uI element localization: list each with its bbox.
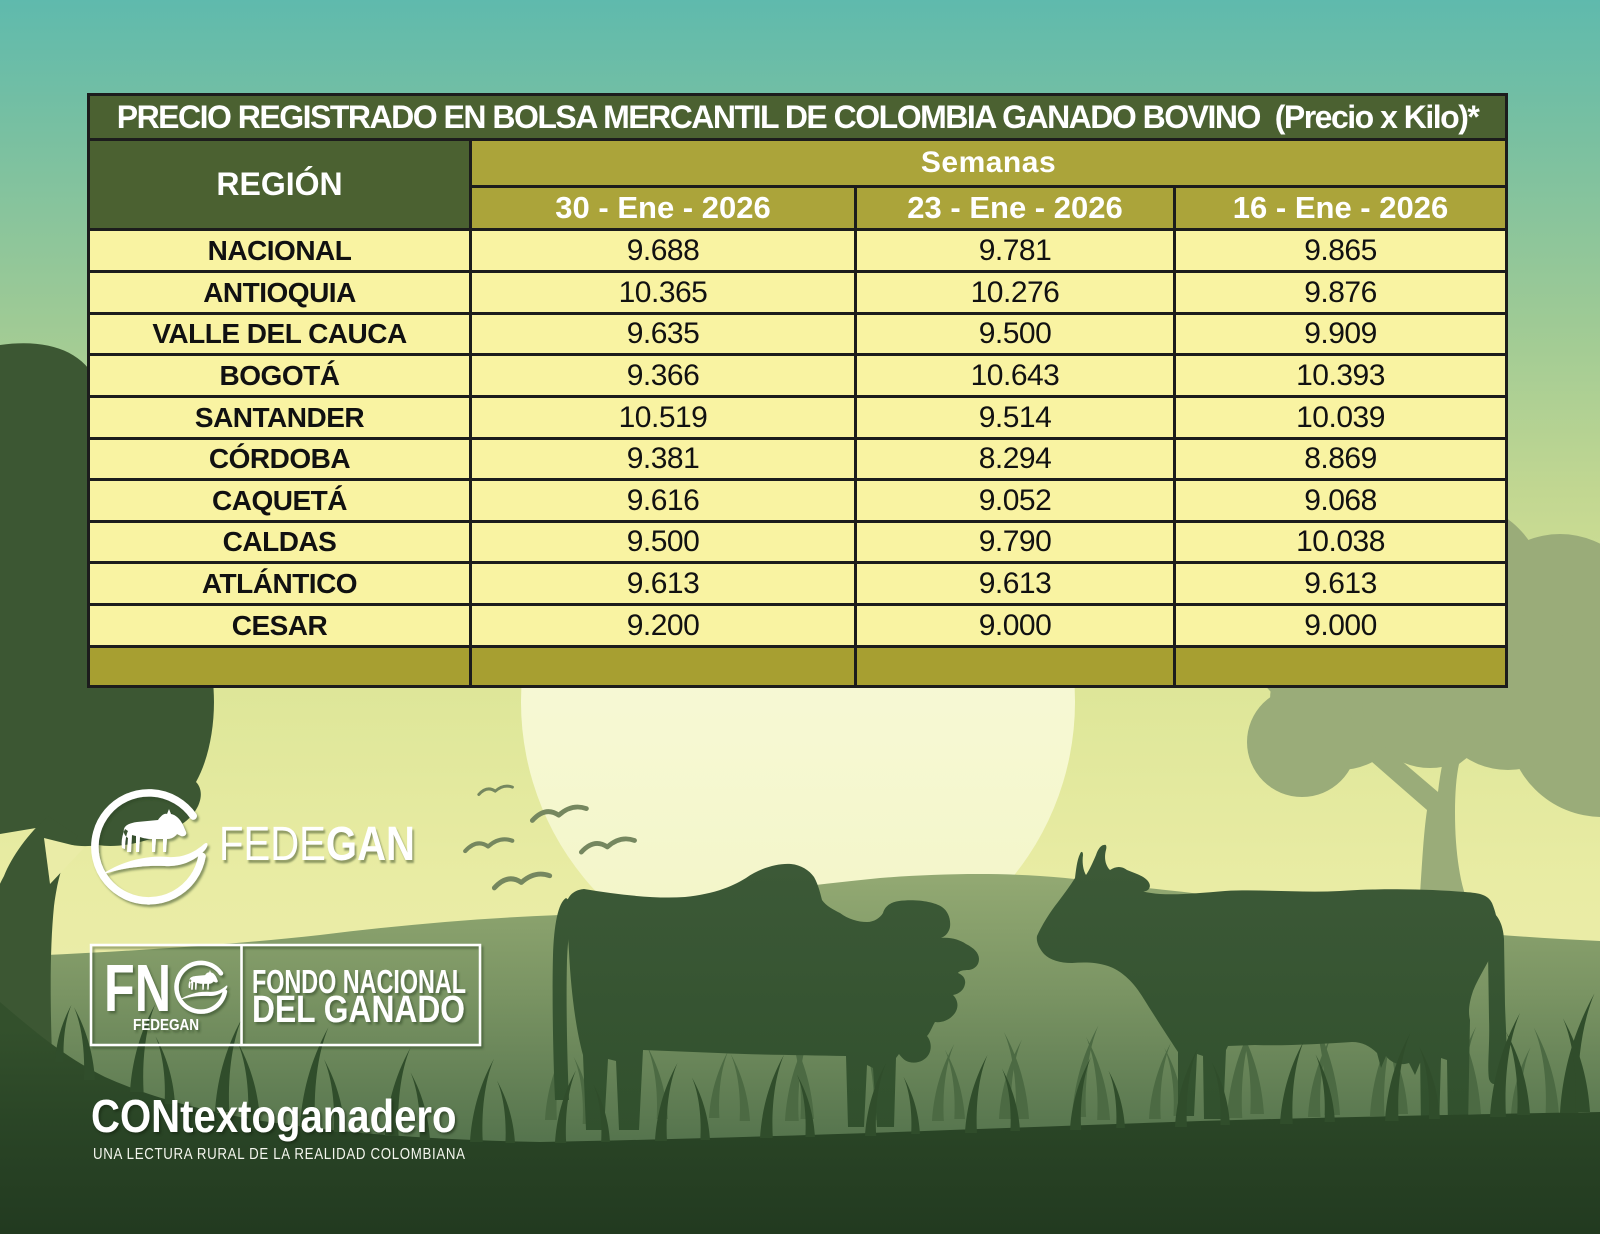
svg-text:FEDEGAN: FEDEGAN bbox=[133, 1017, 199, 1034]
svg-text:FONDO NACIONAL: FONDO NACIONAL bbox=[252, 963, 466, 1000]
svg-text:DEL GANADO: DEL GANADO bbox=[252, 989, 465, 1031]
svg-text:FN: FN bbox=[104, 951, 171, 1026]
